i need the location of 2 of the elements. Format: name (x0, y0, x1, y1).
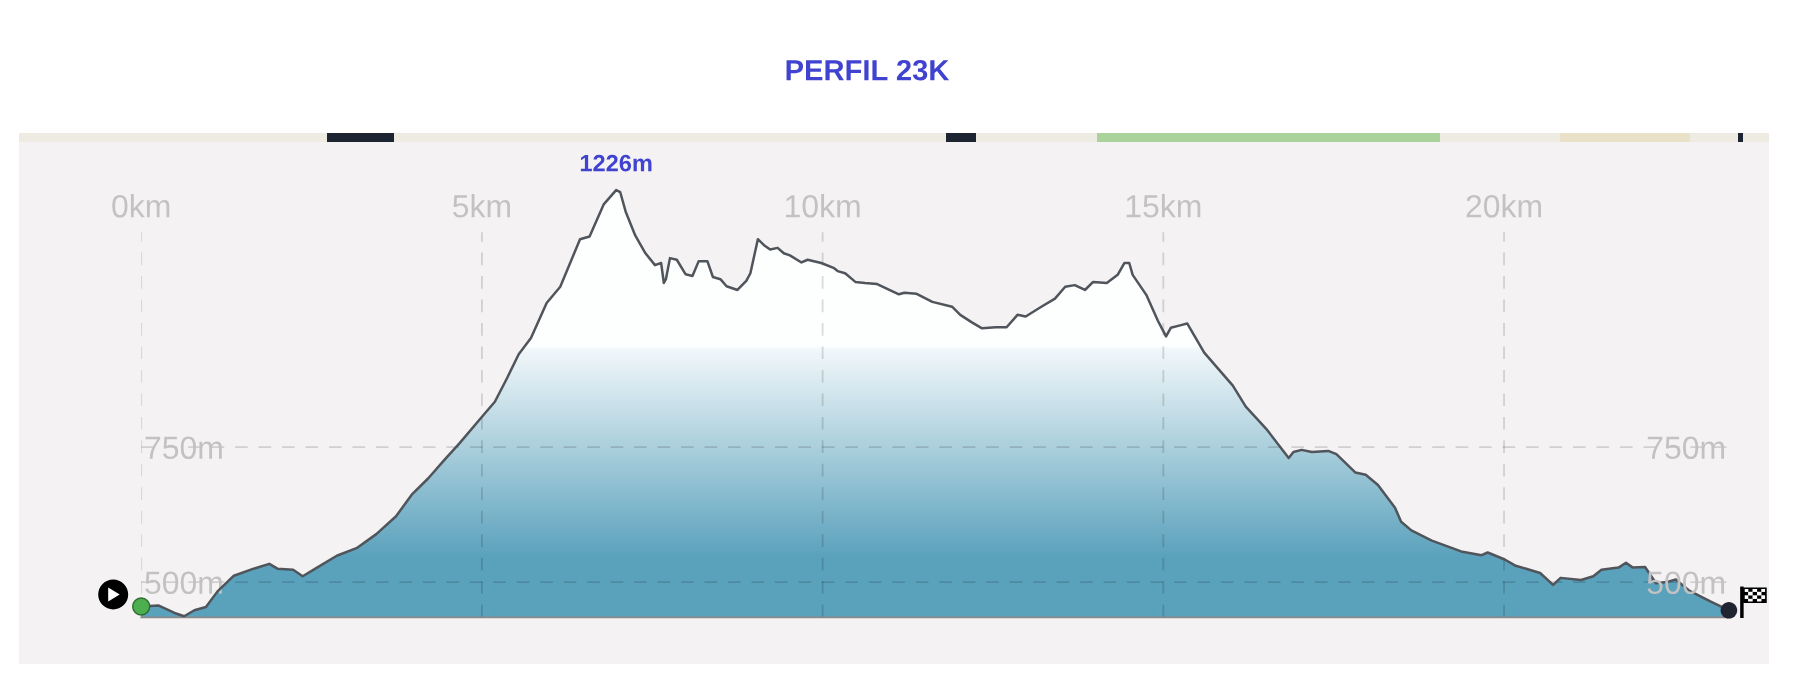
annotation: 1226m (580, 154, 652, 172)
chart-title: PERFIL 23K (786, 59, 950, 81)
